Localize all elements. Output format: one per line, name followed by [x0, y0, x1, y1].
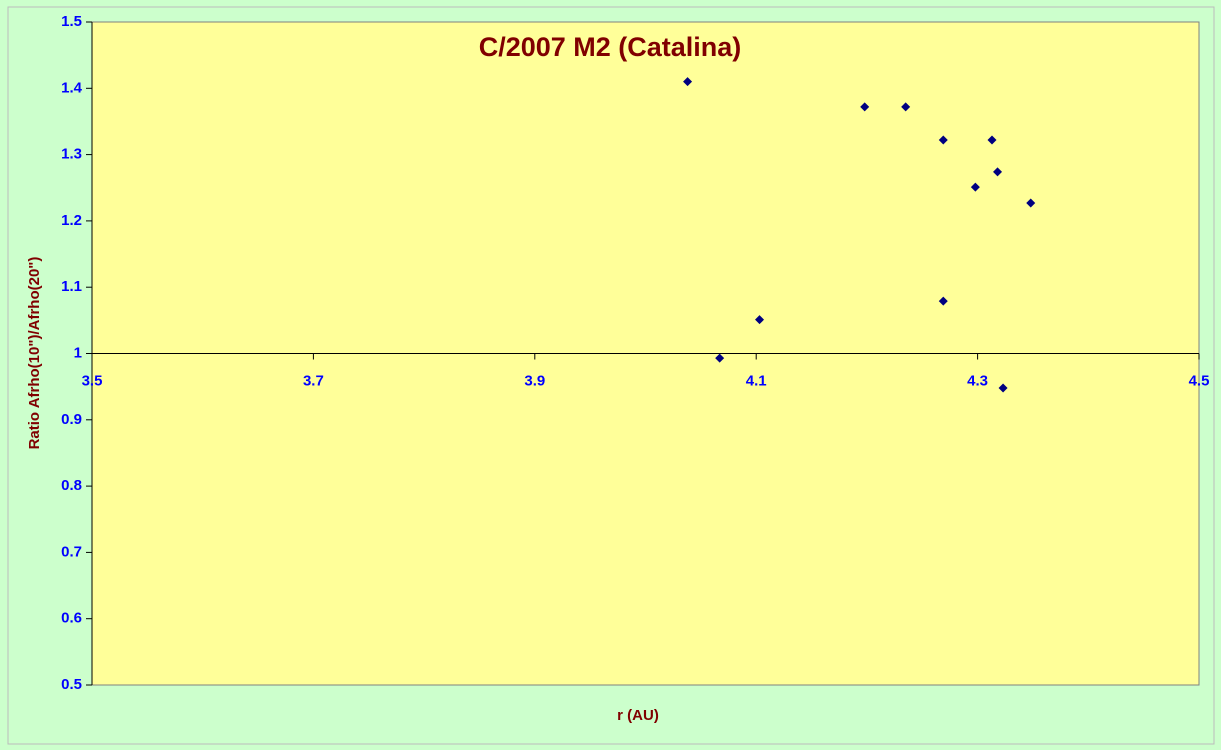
point: [683, 77, 693, 87]
y-tick-label: 1.2: [61, 212, 82, 229]
y-tick-label: 0.6: [61, 610, 82, 627]
y-tick-label: 0.9: [61, 411, 82, 428]
point: [1026, 198, 1036, 208]
y-tick-label: 0.7: [61, 543, 82, 560]
y-axis-title: Ratio Afrho(10")/Afrho(20"): [26, 257, 43, 450]
point: [993, 167, 1003, 177]
point: [860, 102, 870, 112]
point: [938, 296, 948, 306]
y-tick-label: 1.5: [61, 13, 82, 30]
x-axis-title: r (AU): [617, 707, 659, 724]
point: [755, 315, 765, 325]
y-tick-label: 1.1: [61, 278, 82, 295]
x-tick-label: 3.9: [524, 372, 545, 389]
x-tick-label: 4.5: [1189, 372, 1210, 389]
y-tick-label: 1.3: [61, 146, 82, 163]
point: [901, 102, 911, 112]
x-tick-label: 3.5: [82, 372, 103, 389]
y-tick-label: 0.5: [61, 676, 82, 693]
x-tick-label: 3.7: [303, 372, 324, 389]
point: [987, 135, 997, 145]
y-tick-label: 0.8: [61, 477, 82, 494]
point: [998, 383, 1008, 393]
point: [715, 353, 725, 363]
point: [938, 135, 948, 145]
point: [970, 182, 980, 192]
y-tick-label: 1: [74, 344, 82, 361]
chart-title: C/2007 M2 (Catalina): [479, 32, 742, 62]
y-tick-label: 1.4: [61, 79, 83, 96]
x-tick-label: 4.3: [967, 372, 988, 389]
x-tick-label: 4.1: [746, 372, 767, 389]
